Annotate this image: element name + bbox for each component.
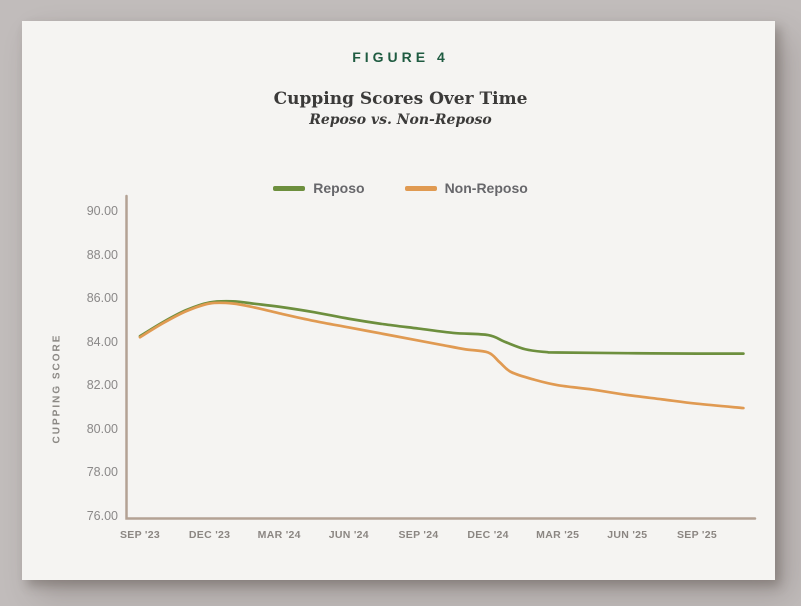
reposo-legend-label: Reposo bbox=[313, 180, 365, 196]
reposo-legend-swatch bbox=[273, 185, 306, 191]
figure-label: FIGURE 4 bbox=[352, 49, 449, 65]
non-reposo-legend-swatch bbox=[404, 185, 437, 191]
non-reposo-legend-label: Non-Reposo bbox=[444, 180, 528, 196]
chart-legend: Reposo Non-Reposo bbox=[0, 180, 801, 196]
chart-title: Cupping Scores Over Time bbox=[273, 89, 528, 109]
y-axis-title: CUPPING SCORE bbox=[51, 333, 63, 444]
chart-subtitle: Reposo vs. Non-Reposo bbox=[309, 112, 492, 128]
